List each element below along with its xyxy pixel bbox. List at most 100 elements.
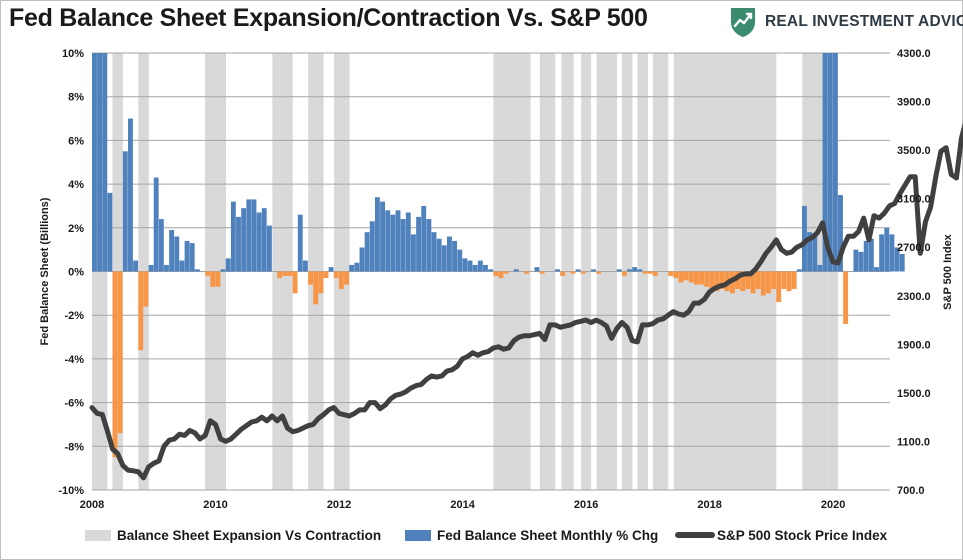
bar <box>369 221 375 272</box>
bar <box>292 271 298 294</box>
bar <box>97 53 103 272</box>
bar <box>627 269 632 272</box>
bar <box>400 219 406 272</box>
bar <box>575 269 581 272</box>
left-tick-label: 4% <box>68 179 84 191</box>
bar <box>457 249 463 272</box>
bar <box>693 271 699 285</box>
bar <box>349 264 355 272</box>
bar <box>102 53 108 272</box>
bar <box>483 264 488 272</box>
right-tick-label: 3500.0 <box>897 145 931 157</box>
bar <box>441 245 447 272</box>
x-tick-label: 2012 <box>327 499 351 511</box>
bar <box>194 269 200 272</box>
bar <box>771 271 777 289</box>
x-tick-label: 2010 <box>203 499 227 511</box>
bar <box>205 271 211 276</box>
right-tick-label: 2300.0 <box>897 291 931 303</box>
bar <box>374 197 380 272</box>
legend-label-line: S&P 500 Stock Price Index <box>717 527 888 543</box>
right-tick-label: 1900.0 <box>897 339 931 351</box>
bar <box>354 262 360 272</box>
x-tick-label: 2008 <box>80 499 104 511</box>
bar <box>683 271 689 281</box>
bar <box>858 251 864 272</box>
axes: 10% 8% 6% 4% 2% 0% -2% -4% -6% -8% -10% 4300.0 3900.… <box>39 48 954 511</box>
bar <box>344 271 349 285</box>
bar <box>868 238 874 272</box>
left-tick-label: 10% <box>62 48 84 60</box>
bar <box>678 271 684 283</box>
bar <box>189 243 195 272</box>
sp500-line <box>89 122 963 481</box>
bar <box>894 247 900 272</box>
bar <box>452 240 458 272</box>
bar <box>477 260 483 272</box>
bar <box>138 271 144 351</box>
bar <box>143 271 149 307</box>
bar <box>853 249 859 272</box>
bar <box>174 236 180 272</box>
bar <box>323 271 329 279</box>
bar <box>308 271 313 285</box>
bar <box>169 229 175 272</box>
bar <box>122 151 128 272</box>
bar <box>899 254 905 272</box>
bar <box>236 216 241 272</box>
bar <box>133 260 139 272</box>
legend-item-shade: Balance Sheet Expansion Vs Contraction <box>85 524 381 546</box>
page-title: Fed Balance Sheet Expansion/Contraction … <box>9 4 648 32</box>
bar <box>740 271 746 292</box>
bar <box>560 271 566 276</box>
legend: Balance Sheet Expansion Vs Contraction F… <box>85 524 945 546</box>
legend-label-shade: Balance Sheet Expansion Vs Contraction <box>117 527 382 543</box>
legend-item-bars: Fed Balance Sheet Monthly % Chg <box>405 524 658 546</box>
bar <box>385 210 391 272</box>
bar <box>632 267 638 272</box>
combo-chart: 10% 8% 6% 4% 2% 0% -2% -4% -6% -8% -10% 4300.0 3900.… <box>39 48 963 511</box>
bar <box>210 271 216 287</box>
right-tick-label: 1100.0 <box>897 436 930 448</box>
bar <box>462 258 468 272</box>
bar <box>621 271 627 276</box>
bar <box>765 271 771 294</box>
bar <box>92 53 97 272</box>
bar <box>539 271 545 274</box>
bar <box>498 271 504 279</box>
bar <box>447 236 452 272</box>
right-axis-title: S&P 500 Index <box>942 233 954 309</box>
bar <box>128 118 133 272</box>
bar <box>266 225 272 272</box>
bar <box>796 269 802 272</box>
left-tick-label: -6% <box>64 398 84 410</box>
bar <box>616 269 622 272</box>
bar <box>874 267 879 272</box>
bar <box>472 264 478 272</box>
bar <box>832 53 838 272</box>
bar <box>580 271 586 274</box>
bar <box>416 216 422 272</box>
bar <box>760 271 766 296</box>
bar <box>277 271 283 279</box>
bar <box>380 201 386 272</box>
bar <box>148 264 154 272</box>
bar <box>261 208 267 272</box>
bar <box>107 192 113 272</box>
bar <box>688 271 694 283</box>
right-tick-label: 4300.0 <box>897 48 931 60</box>
bar <box>251 199 257 272</box>
bar <box>488 269 494 272</box>
x-tick-label: 2014 <box>450 499 475 511</box>
bar <box>863 240 869 272</box>
bar <box>524 271 530 274</box>
bar <box>879 234 885 272</box>
bar <box>230 201 236 272</box>
bar <box>889 234 895 272</box>
bar <box>246 199 252 272</box>
bar <box>164 264 169 272</box>
bar <box>570 271 576 274</box>
bar <box>822 53 828 272</box>
bar <box>786 271 792 292</box>
bar <box>714 271 720 292</box>
